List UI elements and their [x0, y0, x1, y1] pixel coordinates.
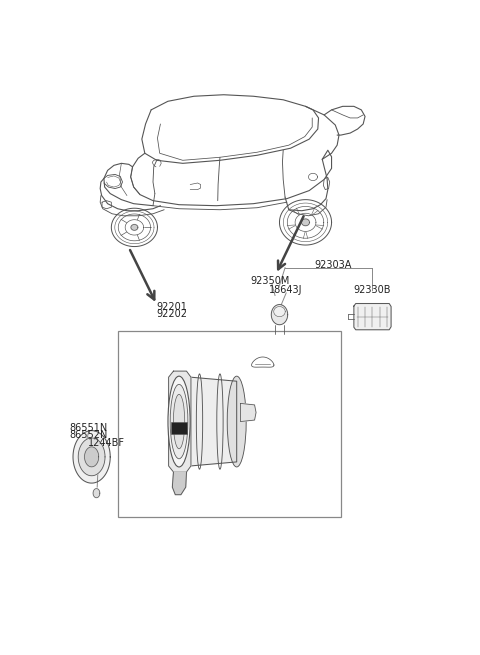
Text: 86551N: 86551N — [69, 422, 108, 433]
Ellipse shape — [170, 384, 188, 458]
Polygon shape — [271, 305, 288, 325]
Polygon shape — [354, 303, 391, 329]
Ellipse shape — [173, 394, 185, 449]
Polygon shape — [93, 489, 100, 498]
Text: 18643J: 18643J — [269, 285, 303, 295]
Polygon shape — [168, 371, 191, 472]
Text: 86552N: 86552N — [69, 430, 108, 440]
Polygon shape — [240, 403, 256, 422]
Polygon shape — [172, 472, 186, 495]
Text: 92303A: 92303A — [315, 260, 352, 270]
Polygon shape — [111, 208, 157, 246]
Ellipse shape — [168, 376, 190, 467]
Text: 92330B: 92330B — [354, 285, 391, 295]
Text: 92350M: 92350M — [251, 276, 290, 286]
Bar — [171, 422, 187, 434]
Text: 92202: 92202 — [156, 309, 187, 318]
Polygon shape — [84, 447, 99, 467]
Polygon shape — [279, 200, 332, 245]
Text: 92201: 92201 — [156, 301, 187, 312]
Polygon shape — [131, 225, 138, 231]
Polygon shape — [274, 307, 285, 316]
Polygon shape — [73, 430, 110, 483]
Ellipse shape — [227, 376, 246, 467]
Polygon shape — [179, 376, 237, 467]
Text: 1244BF: 1244BF — [88, 438, 125, 448]
Polygon shape — [78, 438, 105, 476]
Bar — [118, 331, 341, 517]
Polygon shape — [301, 219, 310, 226]
